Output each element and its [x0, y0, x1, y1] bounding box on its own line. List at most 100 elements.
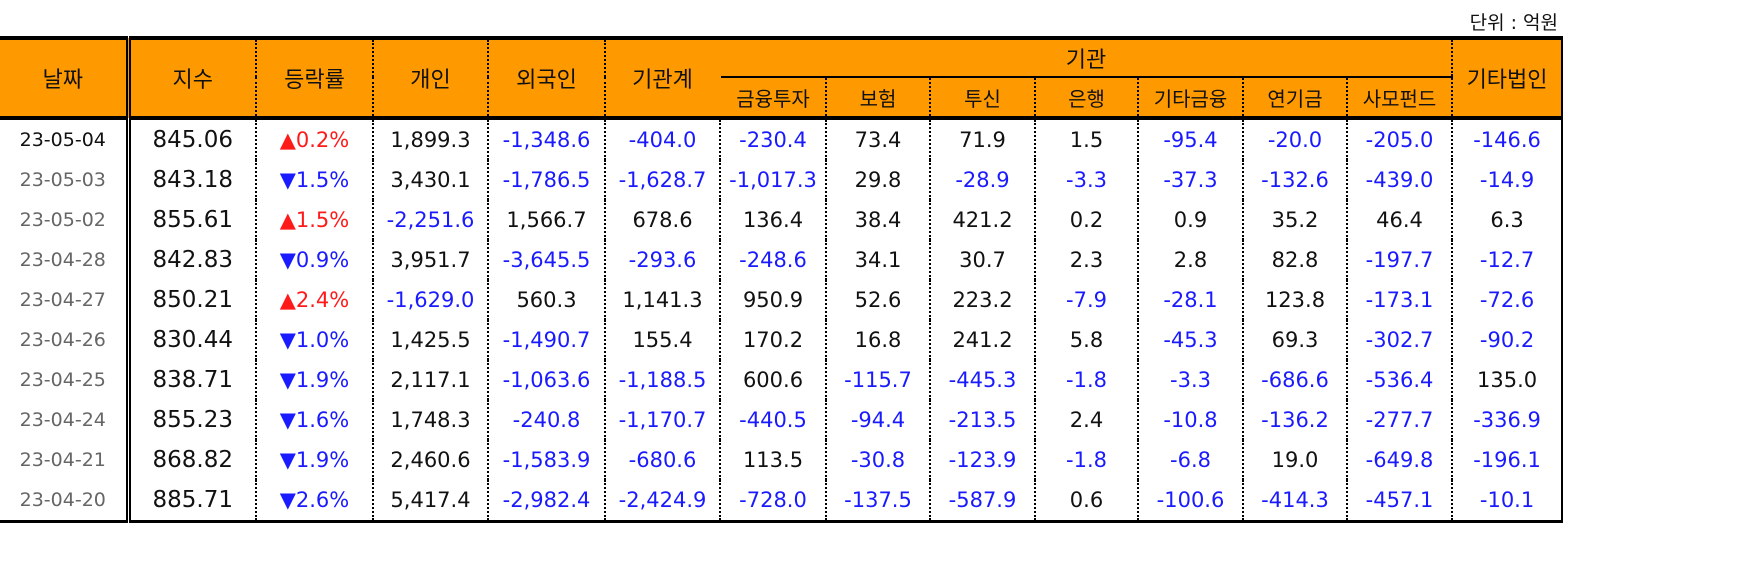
cell-date: 23-04-27 [0, 280, 131, 320]
table-row: 23-04-28 842.83 ▼0.9% 3,951.7 -3,645.5 -293.6… [0, 240, 1564, 280]
cell-bank: 2.3 [1034, 240, 1138, 280]
cell-inst-total: -404.0 [604, 118, 720, 160]
table-row: 23-04-26 830.44 ▼1.0% 1,425.5 -1,490.7 155.4 1… [0, 320, 1564, 360]
cell-trust: -28.9 [929, 160, 1035, 200]
triangle-up-icon: ▲ [279, 288, 296, 312]
investor-trading-table: 날짜 지수 등락률 개인 외국인 기관계 기관 기타법인 금융투자 보험 투신 은행 기… [0, 36, 1564, 523]
cell-individual: 2,117.1 [372, 360, 488, 400]
cell-date: 23-04-20 [0, 480, 131, 522]
header-other-corp: 기타법인 [1451, 38, 1564, 120]
cell-individual: -1,629.0 [372, 280, 488, 320]
cell-foreign: -1,348.6 [487, 118, 605, 160]
table-row: 23-04-21 868.82 ▼1.9% 2,460.6 -1,583.9 -680.6… [0, 440, 1564, 480]
cell-bank: -1.8 [1034, 360, 1138, 400]
cell-insurance: -94.4 [825, 400, 930, 440]
cell-pension: 35.2 [1242, 200, 1347, 240]
cell-rate: ▼1.9% [255, 440, 373, 480]
cell-index: 885.71 [152, 487, 233, 513]
cell-bank: 1.5 [1034, 118, 1138, 160]
cell-foreign: 560.3 [487, 280, 605, 320]
cell-pension: -414.3 [1242, 480, 1347, 522]
cell-private-fund: -649.8 [1345, 440, 1453, 480]
cell-fin-invest: -1,017.3 [719, 160, 826, 200]
cell-other-corp: -90.2 [1451, 320, 1564, 360]
table-row: 23-04-25 838.71 ▼1.9% 2,117.1 -1,063.6 -1,188… [0, 360, 1564, 400]
cell-inst-total: -2,424.9 [604, 480, 720, 522]
header-rate: 등락률 [255, 38, 373, 120]
cell-foreign: -2,982.4 [487, 480, 605, 522]
cell-rate: ▼1.6% [255, 400, 373, 440]
cell-inst-total: -1,170.7 [604, 400, 720, 440]
cell-other-fin: 2.8 [1137, 240, 1243, 280]
cell-pension: 19.0 [1242, 440, 1347, 480]
cell-rate: ▼1.0% [255, 320, 373, 360]
cell-insurance: 52.6 [825, 280, 930, 320]
rate-value: 0.2% [295, 128, 350, 152]
cell-individual: 1,748.3 [372, 400, 488, 440]
cell-date: 23-04-28 [0, 240, 131, 280]
cell-foreign: -1,786.5 [487, 160, 605, 200]
cell-private-fund: -197.7 [1345, 240, 1453, 280]
cell-individual: 1,425.5 [372, 320, 488, 360]
cell-pension: -132.6 [1242, 160, 1347, 200]
cell-inst-total: -680.6 [604, 440, 720, 480]
cell-fin-invest: -230.4 [719, 118, 826, 160]
rate-value: 1.9% [295, 448, 350, 472]
cell-rate: ▼2.6% [255, 480, 373, 522]
cell-trust: -213.5 [929, 400, 1035, 440]
cell-date: 23-04-24 [0, 400, 131, 440]
cell-individual: 3,430.1 [372, 160, 488, 200]
cell-rate: ▲1.5% [255, 200, 373, 240]
header-inst-sub: 기타금융 [1137, 76, 1243, 120]
cell-bank: -1.8 [1034, 440, 1138, 480]
triangle-down-icon: ▼ [279, 368, 296, 392]
cell-index: 868.82 [152, 447, 233, 473]
cell-other-corp: -12.7 [1451, 240, 1564, 280]
cell-pension: 123.8 [1242, 280, 1347, 320]
triangle-up-icon: ▲ [279, 128, 296, 152]
header-inst-sub: 연기금 [1242, 76, 1347, 120]
cell-inst-total: -293.6 [604, 240, 720, 280]
cell-private-fund: -173.1 [1345, 280, 1453, 320]
cell-bank: 2.4 [1034, 400, 1138, 440]
cell-date: 23-05-04 [0, 118, 131, 160]
cell-individual: 2,460.6 [372, 440, 488, 480]
header-inst-sub: 은행 [1034, 76, 1138, 120]
cell-foreign: -240.8 [487, 400, 605, 440]
header-individual: 개인 [372, 38, 488, 120]
table-row: 23-05-02 855.61 ▲1.5% -2,251.6 1,566.7 678.6 1… [0, 200, 1564, 240]
cell-private-fund: -536.4 [1345, 360, 1453, 400]
header-institution: 기관 [718, 38, 1453, 77]
cell-trust: -123.9 [929, 440, 1035, 480]
header-inst-sub: 보험 [825, 76, 930, 120]
cell-individual: 3,951.7 [372, 240, 488, 280]
triangle-down-icon: ▼ [279, 488, 296, 512]
cell-private-fund: -439.0 [1345, 160, 1453, 200]
cell-private-fund: -205.0 [1345, 118, 1453, 160]
triangle-down-icon: ▼ [279, 248, 296, 272]
cell-rate: ▼1.5% [255, 160, 373, 200]
rate-value: 2.4% [295, 288, 350, 312]
cell-fin-invest: 113.5 [719, 440, 826, 480]
cell-insurance: 38.4 [825, 200, 930, 240]
cell-trust: 241.2 [929, 320, 1035, 360]
cell-bank: 0.2 [1034, 200, 1138, 240]
cell-other-corp: -14.9 [1451, 160, 1564, 200]
header-foreign: 외국인 [487, 38, 605, 120]
cell-pension: -136.2 [1242, 400, 1347, 440]
cell-date: 23-05-03 [0, 160, 131, 200]
cell-foreign: -1,063.6 [487, 360, 605, 400]
table-row: 23-04-27 850.21 ▲2.4% -1,629.0 560.3 1,141.3 9… [0, 280, 1564, 320]
cell-other-fin: -3.3 [1137, 360, 1243, 400]
cell-pension: 69.3 [1242, 320, 1347, 360]
cell-fin-invest: -728.0 [719, 480, 826, 522]
cell-individual: -2,251.6 [372, 200, 488, 240]
header-inst-sub: 투신 [929, 76, 1035, 120]
cell-trust: 223.2 [929, 280, 1035, 320]
cell-other-corp: -196.1 [1451, 440, 1564, 480]
cell-other-fin: -37.3 [1137, 160, 1243, 200]
rate-value: 1.0% [295, 328, 350, 352]
cell-trust: 30.7 [929, 240, 1035, 280]
table-row: 23-04-24 855.23 ▼1.6% 1,748.3 -240.8 -1,170.7… [0, 400, 1564, 440]
cell-private-fund: -457.1 [1345, 480, 1453, 522]
